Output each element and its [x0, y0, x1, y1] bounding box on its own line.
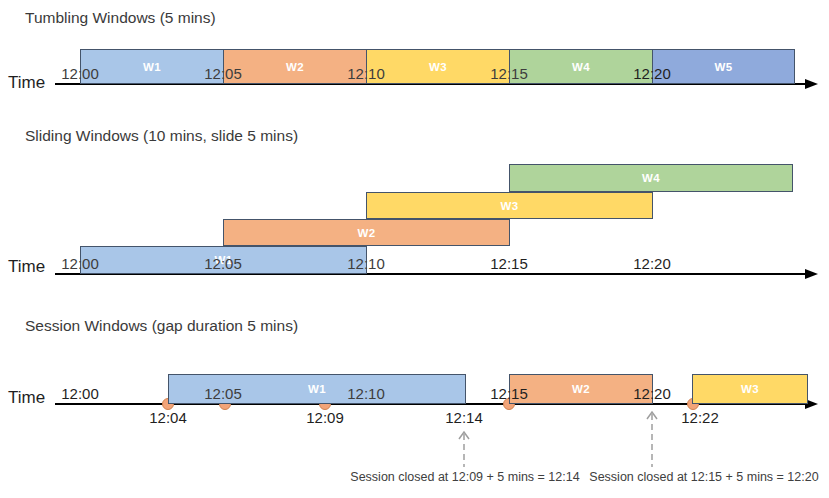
- session-tick-1215: 12:15: [485, 386, 533, 401]
- event-label-1204: 12:04: [136, 410, 200, 427]
- window-label: W1: [143, 61, 161, 73]
- event-label-1222: 12:22: [668, 410, 732, 427]
- session-closed-arrow-icon: [456, 430, 472, 468]
- tumbling-tick-1205: 12:05: [199, 66, 247, 81]
- sliding-window-w3: W3: [366, 192, 653, 219]
- session-closed-annotation-2: Session closed at 12:15 + 5 mins = 12:20: [582, 470, 826, 485]
- window-label: W1: [308, 383, 326, 395]
- sliding-section-title: Sliding Windows (10 mins, slide 5 mins): [25, 127, 298, 146]
- session-time-axis-label: Time: [8, 389, 45, 406]
- event-label-1209: 12:09: [293, 410, 357, 427]
- window-label: W3: [741, 383, 759, 395]
- window-label: W4: [572, 61, 590, 73]
- event-label-1214: 12:14: [432, 410, 496, 427]
- sliding-window-w4: W4: [509, 164, 793, 192]
- window-label: W3: [501, 200, 519, 212]
- session-tick-1220: 12:20: [628, 386, 676, 401]
- window-label: W2: [358, 227, 376, 239]
- session-closed-annotation-1: Session closed at 12:09 + 5 mins = 12:14: [340, 470, 590, 485]
- sliding-window-w2: W2: [223, 219, 510, 246]
- sliding-axis-arrowhead-icon: [805, 269, 818, 279]
- sliding-tick-1205: 12:05: [199, 256, 247, 271]
- tumbling-axis-arrowhead-icon: [805, 79, 818, 89]
- session-tick-1205: 12:05: [199, 386, 247, 401]
- session-closed-arrow-icon: [644, 410, 660, 468]
- sliding-tick-1200: 12:00: [56, 256, 104, 271]
- tumbling-tick-1210: 12:10: [342, 66, 390, 81]
- tumbling-time-axis-label: Time: [8, 74, 45, 91]
- sliding-tick-1215: 12:15: [485, 256, 533, 271]
- session-window-w3: W3: [692, 374, 808, 404]
- sliding-tick-1210: 12:10: [342, 256, 390, 271]
- tumbling-section-title: Tumbling Windows (5 mins): [25, 9, 216, 28]
- windowing-strategies-diagram: Tumbling Windows (5 mins) Time W1 W2 W3 …: [0, 0, 829, 498]
- sliding-time-axis-label: Time: [8, 258, 45, 275]
- tumbling-tick-1200: 12:00: [56, 66, 104, 81]
- session-tick-1210: 12:10: [342, 386, 390, 401]
- sliding-tick-1220: 12:20: [628, 256, 676, 271]
- window-label: W4: [642, 172, 660, 184]
- window-label: W2: [286, 61, 304, 73]
- window-label: W2: [572, 383, 590, 395]
- window-label: W3: [429, 61, 447, 73]
- tumbling-tick-1215: 12:15: [485, 66, 533, 81]
- session-tick-1200: 12:00: [56, 386, 104, 401]
- session-section-title: Session Windows (gap duration 5 mins): [25, 317, 298, 336]
- tumbling-tick-1220: 12:20: [628, 66, 676, 81]
- window-label: W5: [715, 61, 733, 73]
